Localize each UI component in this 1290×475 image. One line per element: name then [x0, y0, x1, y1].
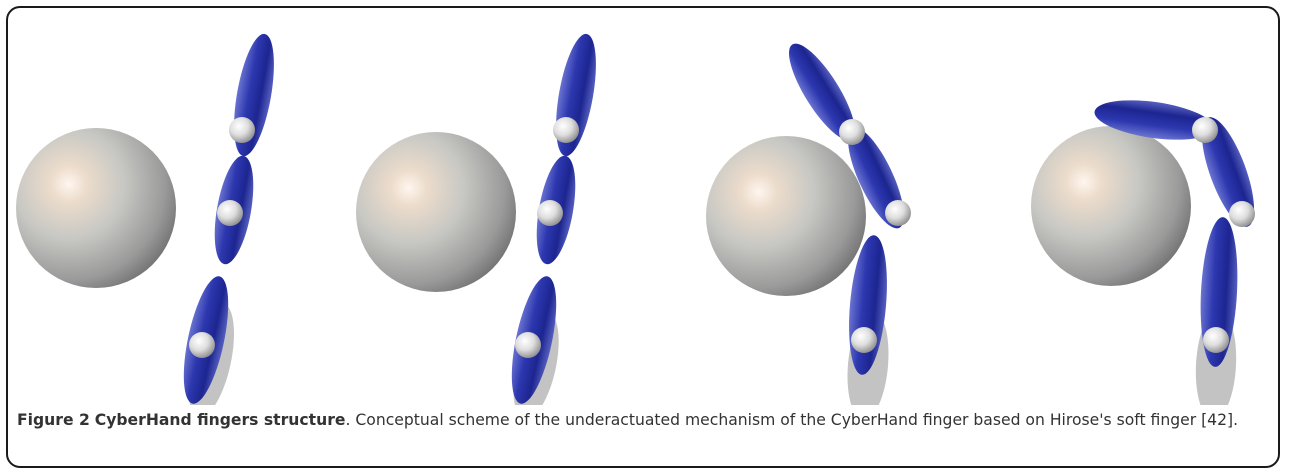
joint	[553, 117, 579, 143]
joint	[189, 332, 215, 358]
joint	[537, 200, 563, 226]
caption-text: . Conceptual scheme of the underactuated…	[345, 411, 1239, 429]
figure-illustration	[16, 33, 1255, 405]
figure-label: Figure 2	[17, 411, 90, 429]
joint	[229, 117, 255, 143]
joint	[1229, 201, 1255, 227]
panel-1	[16, 33, 274, 405]
panel-2	[356, 33, 596, 405]
figure-caption: Figure 2 CyberHand fingers structure. Co…	[17, 408, 1275, 433]
object-sphere	[16, 128, 176, 288]
finger	[511, 33, 596, 405]
finger	[183, 33, 274, 405]
joint	[1192, 117, 1218, 143]
object-sphere	[356, 132, 516, 292]
joint	[217, 200, 243, 226]
panel-3	[706, 43, 911, 405]
joint	[851, 327, 877, 353]
joint	[885, 200, 911, 226]
joint	[1203, 327, 1229, 353]
finger	[1094, 100, 1255, 405]
panel-4	[1031, 100, 1255, 405]
figure-title: CyberHand fingers structure	[94, 411, 346, 429]
joint	[839, 119, 865, 145]
object-sphere	[1031, 126, 1191, 286]
finger	[789, 43, 911, 405]
object-sphere	[706, 136, 866, 296]
joint	[515, 332, 541, 358]
